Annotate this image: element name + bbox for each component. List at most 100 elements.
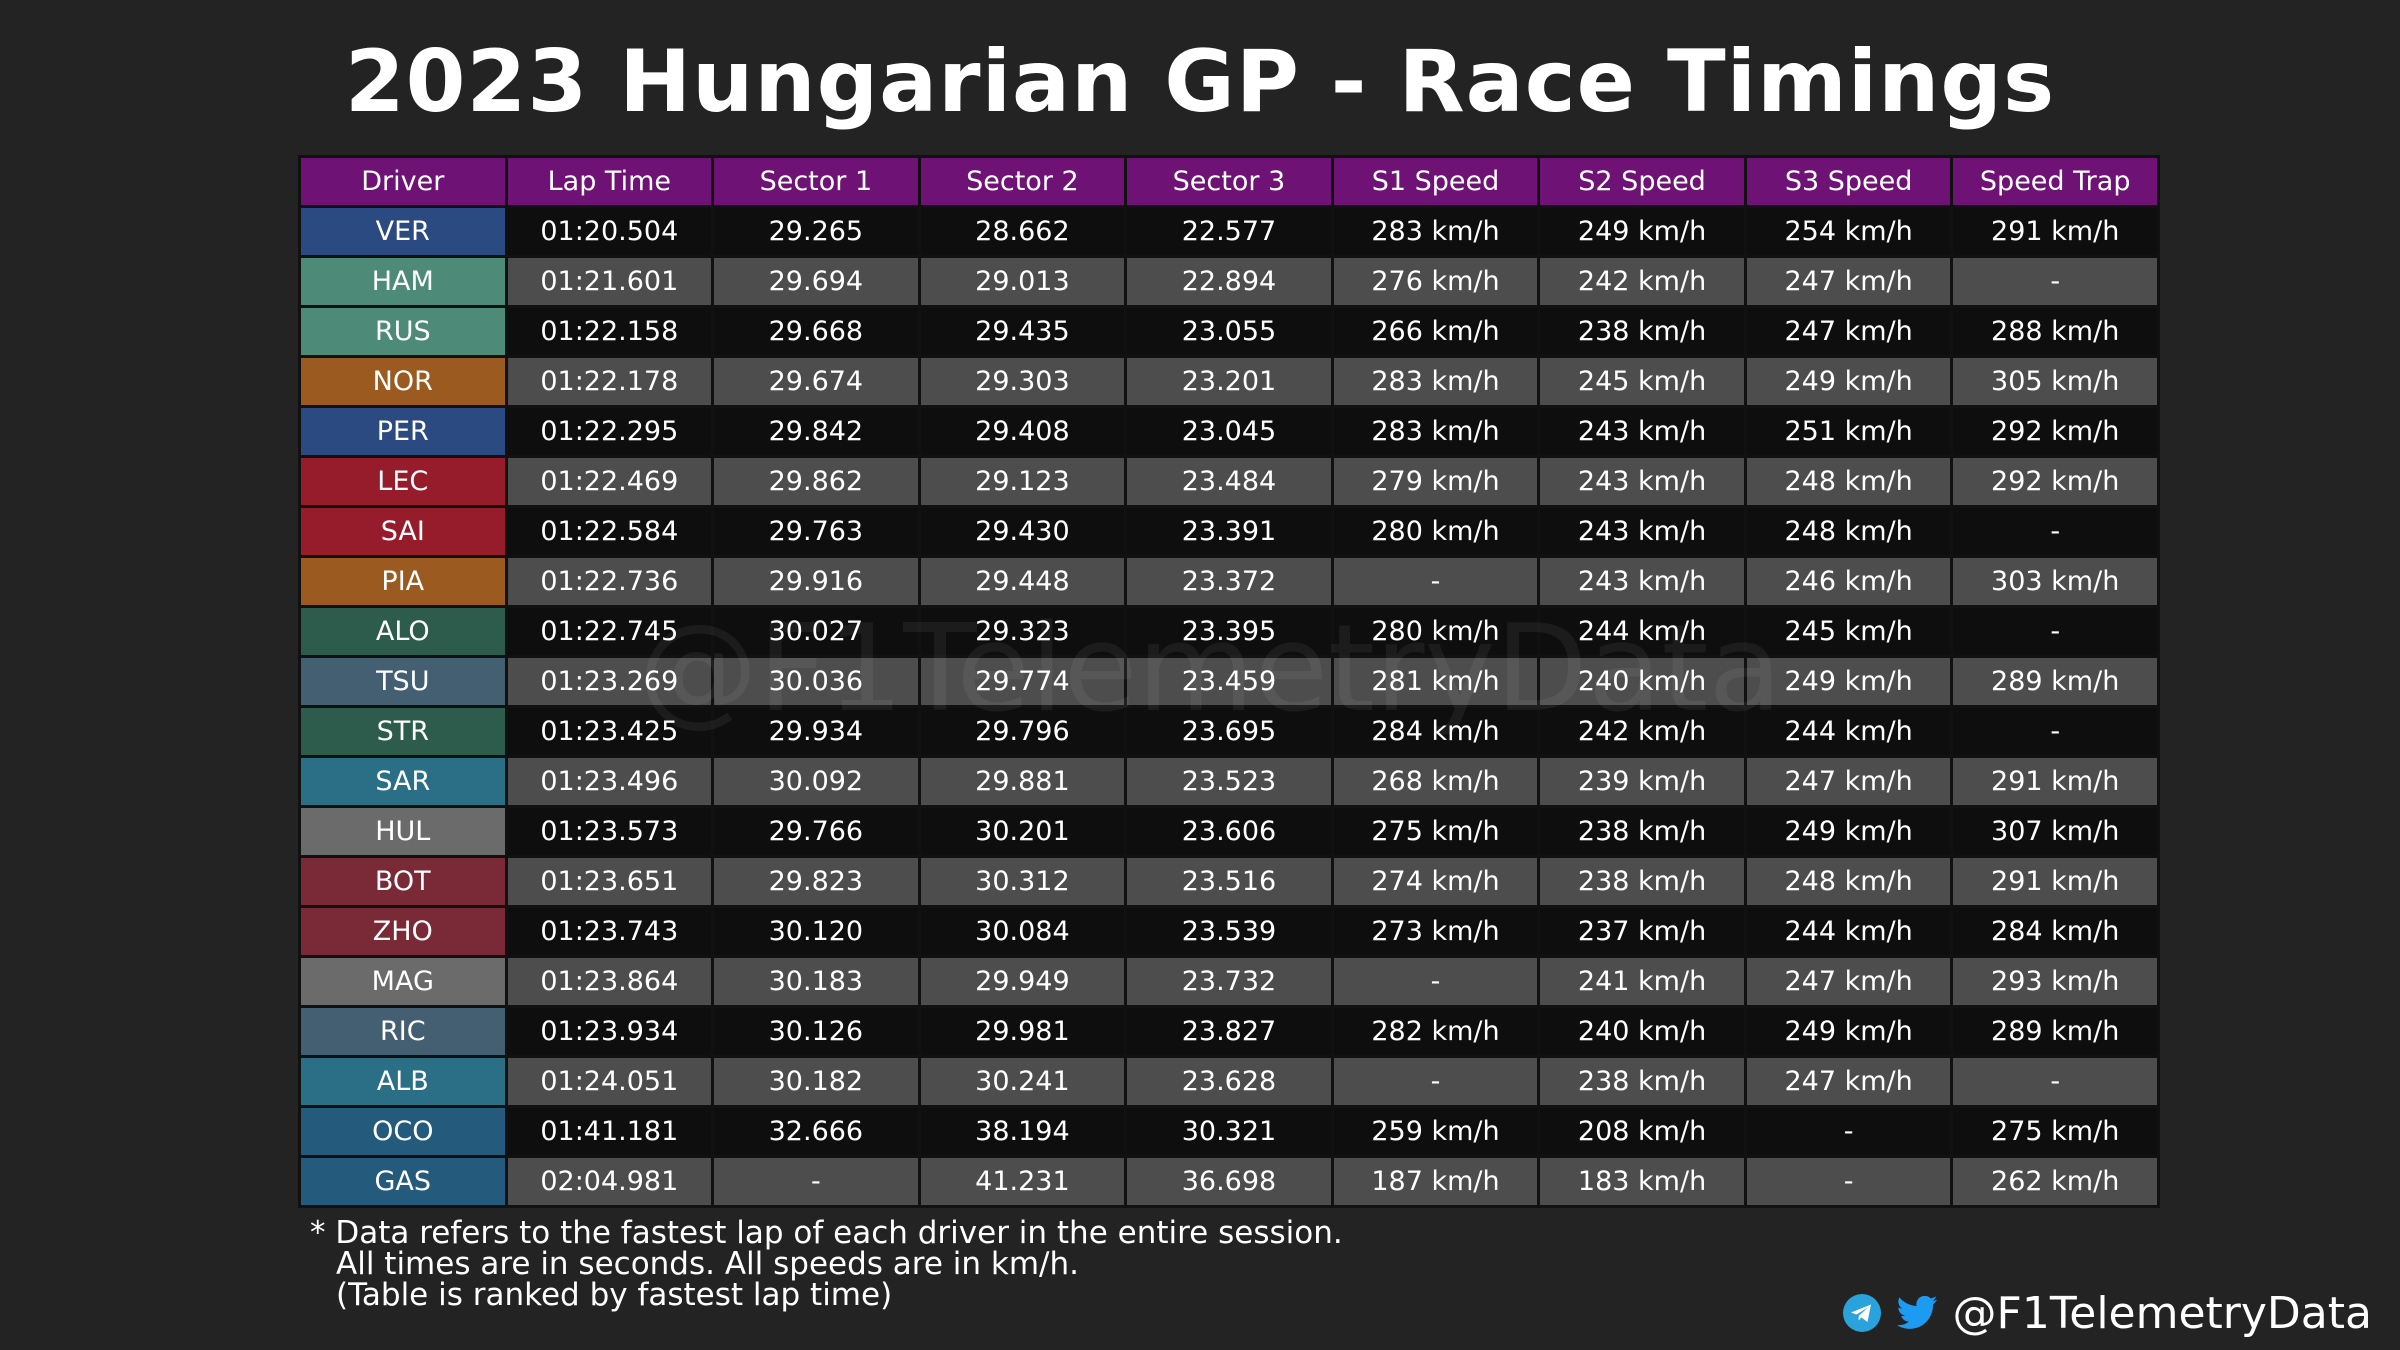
sector-3-cell: 23.695 [1124,705,1334,758]
sector-1-cell: 29.694 [711,255,921,308]
sector-1-cell: 29.766 [711,805,921,858]
lap-time-cell: 01:41.181 [504,1105,715,1158]
speed-trap-cell: 293 km/h [1950,955,2160,1008]
s2-speed-cell: 238 km/h [1537,805,1747,858]
sector-2-cell: 30.241 [917,1055,1128,1108]
table-row: OCO 01:41.181 32.666 38.194 30.321 259 km/h 20… [298,1105,2160,1158]
s3-speed-cell: 251 km/h [1743,405,1954,458]
s3-speed-cell: - [1743,1155,1954,1208]
driver-cell: ZHO [298,905,508,958]
sector-2-cell: 29.013 [917,255,1128,308]
s1-speed-cell: 283 km/h [1330,355,1541,408]
driver-cell: RUS [298,305,508,358]
s3-speed-cell: 244 km/h [1743,705,1954,758]
twitter-icon[interactable] [1896,1292,1939,1334]
sector-1-cell: 29.265 [711,205,921,258]
footnote: * Data refers to the fastest lap of each… [310,1218,1343,1311]
lap-time-cell: 01:21.601 [504,255,715,308]
sector-1-cell: 29.668 [711,305,921,358]
sector-2-cell: 29.774 [917,655,1128,708]
s1-speed-cell: 283 km/h [1330,405,1541,458]
speed-trap-cell: 289 km/h [1950,1005,2160,1058]
driver-cell: RIC [298,1005,508,1058]
column-lap-time-header: Lap Time [504,155,715,208]
sector-1-cell: 32.666 [711,1105,921,1158]
s2-speed-cell: 243 km/h [1537,455,1747,508]
column-s1-speed-header: S1 Speed [1330,155,1541,208]
table-row: ALB 01:24.051 30.182 30.241 23.628-238 km/h 2… [298,1055,2160,1108]
lap-time-cell: 01:23.269 [504,655,715,708]
speed-trap-cell: - [1950,705,2160,758]
lap-time-cell: 01:22.584 [504,505,715,558]
sector-3-cell: 23.523 [1124,755,1334,808]
sector-1-cell: 30.182 [711,1055,921,1108]
table-row: HUL 01:23.573 29.766 30.201 23.606 275 km/h 23… [298,805,2160,858]
lap-time-cell: 01:22.745 [504,605,715,658]
sector-3-cell: 23.539 [1124,905,1334,958]
s2-speed-cell: 240 km/h [1537,655,1747,708]
timings-table: Driver Lap Time Sector 1 Sector 2 Sector 3 S1… [298,155,2160,1208]
sector-2-cell: 30.084 [917,905,1128,958]
footnote-line-3: (Table is ranked by fastest lap time) [336,1277,893,1313]
s3-speed-cell: 254 km/h [1743,205,1954,258]
sector-3-cell: 23.459 [1124,655,1334,708]
table-row: RUS 01:22.158 29.668 29.435 23.055 266 km/h 23… [298,305,2160,358]
sector-2-cell: 29.796 [917,705,1128,758]
driver-cell: PER [298,405,508,458]
sector-3-cell: 23.395 [1124,605,1334,658]
lap-time-cell: 01:22.736 [504,555,715,608]
s1-speed-cell: 268 km/h [1330,755,1541,808]
sector-1-cell: - [711,1155,921,1208]
driver-cell: SAR [298,755,508,808]
lap-time-cell: 01:22.295 [504,405,715,458]
table-body: VER 01:20.504 29.265 28.662 22.577 283 km/h 24… [298,205,2160,1208]
page-title: 2023 Hungarian GP - Race Timings [344,32,2056,132]
lap-time-cell: 01:23.651 [504,855,715,908]
speed-trap-cell: 275 km/h [1950,1105,2160,1158]
lap-time-cell: 01:23.573 [504,805,715,858]
driver-cell: MAG [298,955,508,1008]
telegram-icon[interactable] [1841,1292,1883,1334]
s1-speed-cell: 283 km/h [1330,205,1541,258]
lap-time-cell: 02:04.981 [504,1155,715,1208]
s1-speed-cell: - [1330,955,1541,1008]
table-row: TSU 01:23.269 30.036 29.774 23.459 281 km/h 24… [298,655,2160,708]
speed-trap-cell: 288 km/h [1950,305,2160,358]
s2-speed-cell: 238 km/h [1537,1055,1747,1108]
speed-trap-cell: 291 km/h [1950,855,2160,908]
s2-speed-cell: 238 km/h [1537,855,1747,908]
table-row: SAR 01:23.496 30.092 29.881 23.523 268 km/h 23… [298,755,2160,808]
sector-1-cell: 30.092 [711,755,921,808]
driver-cell: LEC [298,455,508,508]
s3-speed-cell: 247 km/h [1743,255,1954,308]
sector-3-cell: 23.606 [1124,805,1334,858]
speed-trap-cell: 262 km/h [1950,1155,2160,1208]
footnote-line-2: All times are in seconds. All speeds are… [336,1246,1079,1282]
speed-trap-cell: 291 km/h [1950,755,2160,808]
s3-speed-cell: 247 km/h [1743,1055,1954,1108]
sector-2-cell: 29.881 [917,755,1128,808]
speed-trap-cell: 292 km/h [1950,455,2160,508]
header-row: Driver Lap Time Sector 1 Sector 2 Sector 3 S1… [298,155,2160,208]
s3-speed-cell: 248 km/h [1743,455,1954,508]
footnote-line-1: * Data refers to the fastest lap of each… [310,1215,1343,1251]
speed-trap-cell: 292 km/h [1950,405,2160,458]
s1-speed-cell: 276 km/h [1330,255,1541,308]
sector-3-cell: 23.732 [1124,955,1334,1008]
s2-speed-cell: 239 km/h [1537,755,1747,808]
s1-speed-cell: - [1330,555,1541,608]
s1-speed-cell: 187 km/h [1330,1155,1541,1208]
sector-2-cell: 29.435 [917,305,1128,358]
sector-1-cell: 30.036 [711,655,921,708]
s2-speed-cell: 243 km/h [1537,505,1747,558]
s2-speed-cell: 242 km/h [1537,705,1747,758]
sector-1-cell: 30.126 [711,1005,921,1058]
s3-speed-cell: 249 km/h [1743,1005,1954,1058]
column-s3-speed-header: S3 Speed [1743,155,1954,208]
speed-trap-cell: 305 km/h [1950,355,2160,408]
lap-time-cell: 01:23.425 [504,705,715,758]
sector-3-cell: 22.894 [1124,255,1334,308]
sector-3-cell: 22.577 [1124,205,1334,258]
driver-cell: STR [298,705,508,758]
sector-2-cell: 29.949 [917,955,1128,1008]
